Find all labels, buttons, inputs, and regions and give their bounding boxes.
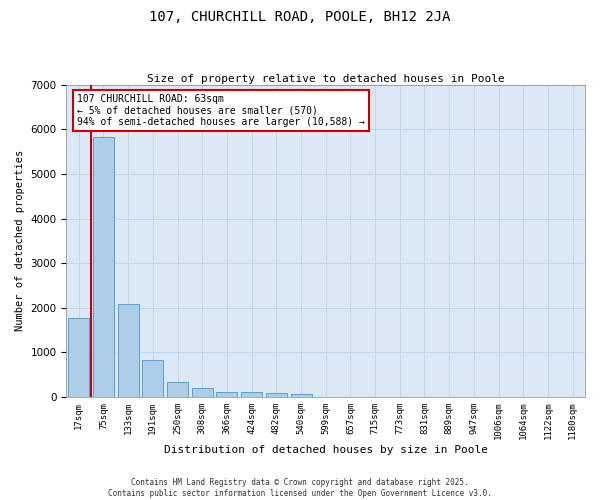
- Y-axis label: Number of detached properties: Number of detached properties: [15, 150, 25, 332]
- Bar: [241, 392, 262, 397]
- Bar: [142, 360, 163, 397]
- Text: 107 CHURCHILL ROAD: 63sqm
← 5% of detached houses are smaller (570)
94% of semi-: 107 CHURCHILL ROAD: 63sqm ← 5% of detach…: [77, 94, 365, 128]
- Bar: [167, 382, 188, 397]
- Bar: [93, 138, 114, 397]
- X-axis label: Distribution of detached houses by size in Poole: Distribution of detached houses by size …: [164, 445, 488, 455]
- Text: 107, CHURCHILL ROAD, POOLE, BH12 2JA: 107, CHURCHILL ROAD, POOLE, BH12 2JA: [149, 10, 451, 24]
- Bar: [192, 388, 213, 397]
- Title: Size of property relative to detached houses in Poole: Size of property relative to detached ho…: [147, 74, 505, 84]
- Bar: [290, 394, 311, 397]
- Bar: [68, 318, 89, 397]
- Text: Contains HM Land Registry data © Crown copyright and database right 2025.
Contai: Contains HM Land Registry data © Crown c…: [108, 478, 492, 498]
- Bar: [118, 304, 139, 397]
- Bar: [217, 392, 238, 397]
- Bar: [266, 392, 287, 397]
